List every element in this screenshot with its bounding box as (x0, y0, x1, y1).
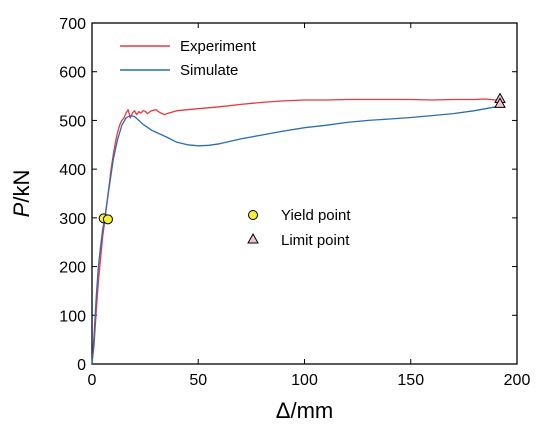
y-axis-title-rest: /kN (9, 170, 34, 203)
y-tick-label: 400 (59, 162, 86, 179)
legend-swatch-yield-point (248, 210, 258, 220)
series-line-simulate (91, 105, 501, 365)
marker-layer (98, 92, 506, 225)
axis-ticks: 0 50 100 150 200 0 100 200 300 400 500 600 700 (59, 16, 530, 389)
y-tick-label: 700 (59, 16, 86, 33)
y-tick-label: 600 (59, 65, 86, 82)
legend-lines: Experiment Simulate (120, 38, 257, 79)
y-tick-label: 300 (59, 211, 86, 228)
x-tick-label: 0 (88, 372, 97, 389)
x-tick-label: 100 (291, 372, 318, 389)
legend-label-experiment: Experiment (180, 38, 257, 55)
legend-swatch-limit-point (247, 232, 259, 244)
x-tick-label: 150 (397, 372, 424, 389)
x-tick-label: 50 (189, 372, 207, 389)
plot-frame (91, 22, 518, 365)
x-axis-title: Δ/mm (276, 398, 333, 423)
y-tick-label: 0 (77, 357, 86, 374)
y-tick-label: 200 (59, 260, 86, 277)
y-axis-title: P/kN (9, 170, 34, 218)
x-tick-label: 200 (504, 372, 531, 389)
y-tick-label: 500 (59, 113, 86, 130)
legend-label-yield-point: Yield point (281, 207, 351, 224)
legend-label-simulate: Simulate (180, 62, 238, 79)
y-tick-label: 100 (59, 308, 86, 325)
limit-point-marker (494, 97, 506, 108)
yield-point-marker (102, 214, 113, 225)
y-axis-title-italic: P (9, 202, 34, 217)
legend-label-limit-point: Limit point (281, 232, 350, 249)
series-layer (91, 98, 501, 365)
legend-markers: Yield point Limit point (247, 207, 351, 249)
